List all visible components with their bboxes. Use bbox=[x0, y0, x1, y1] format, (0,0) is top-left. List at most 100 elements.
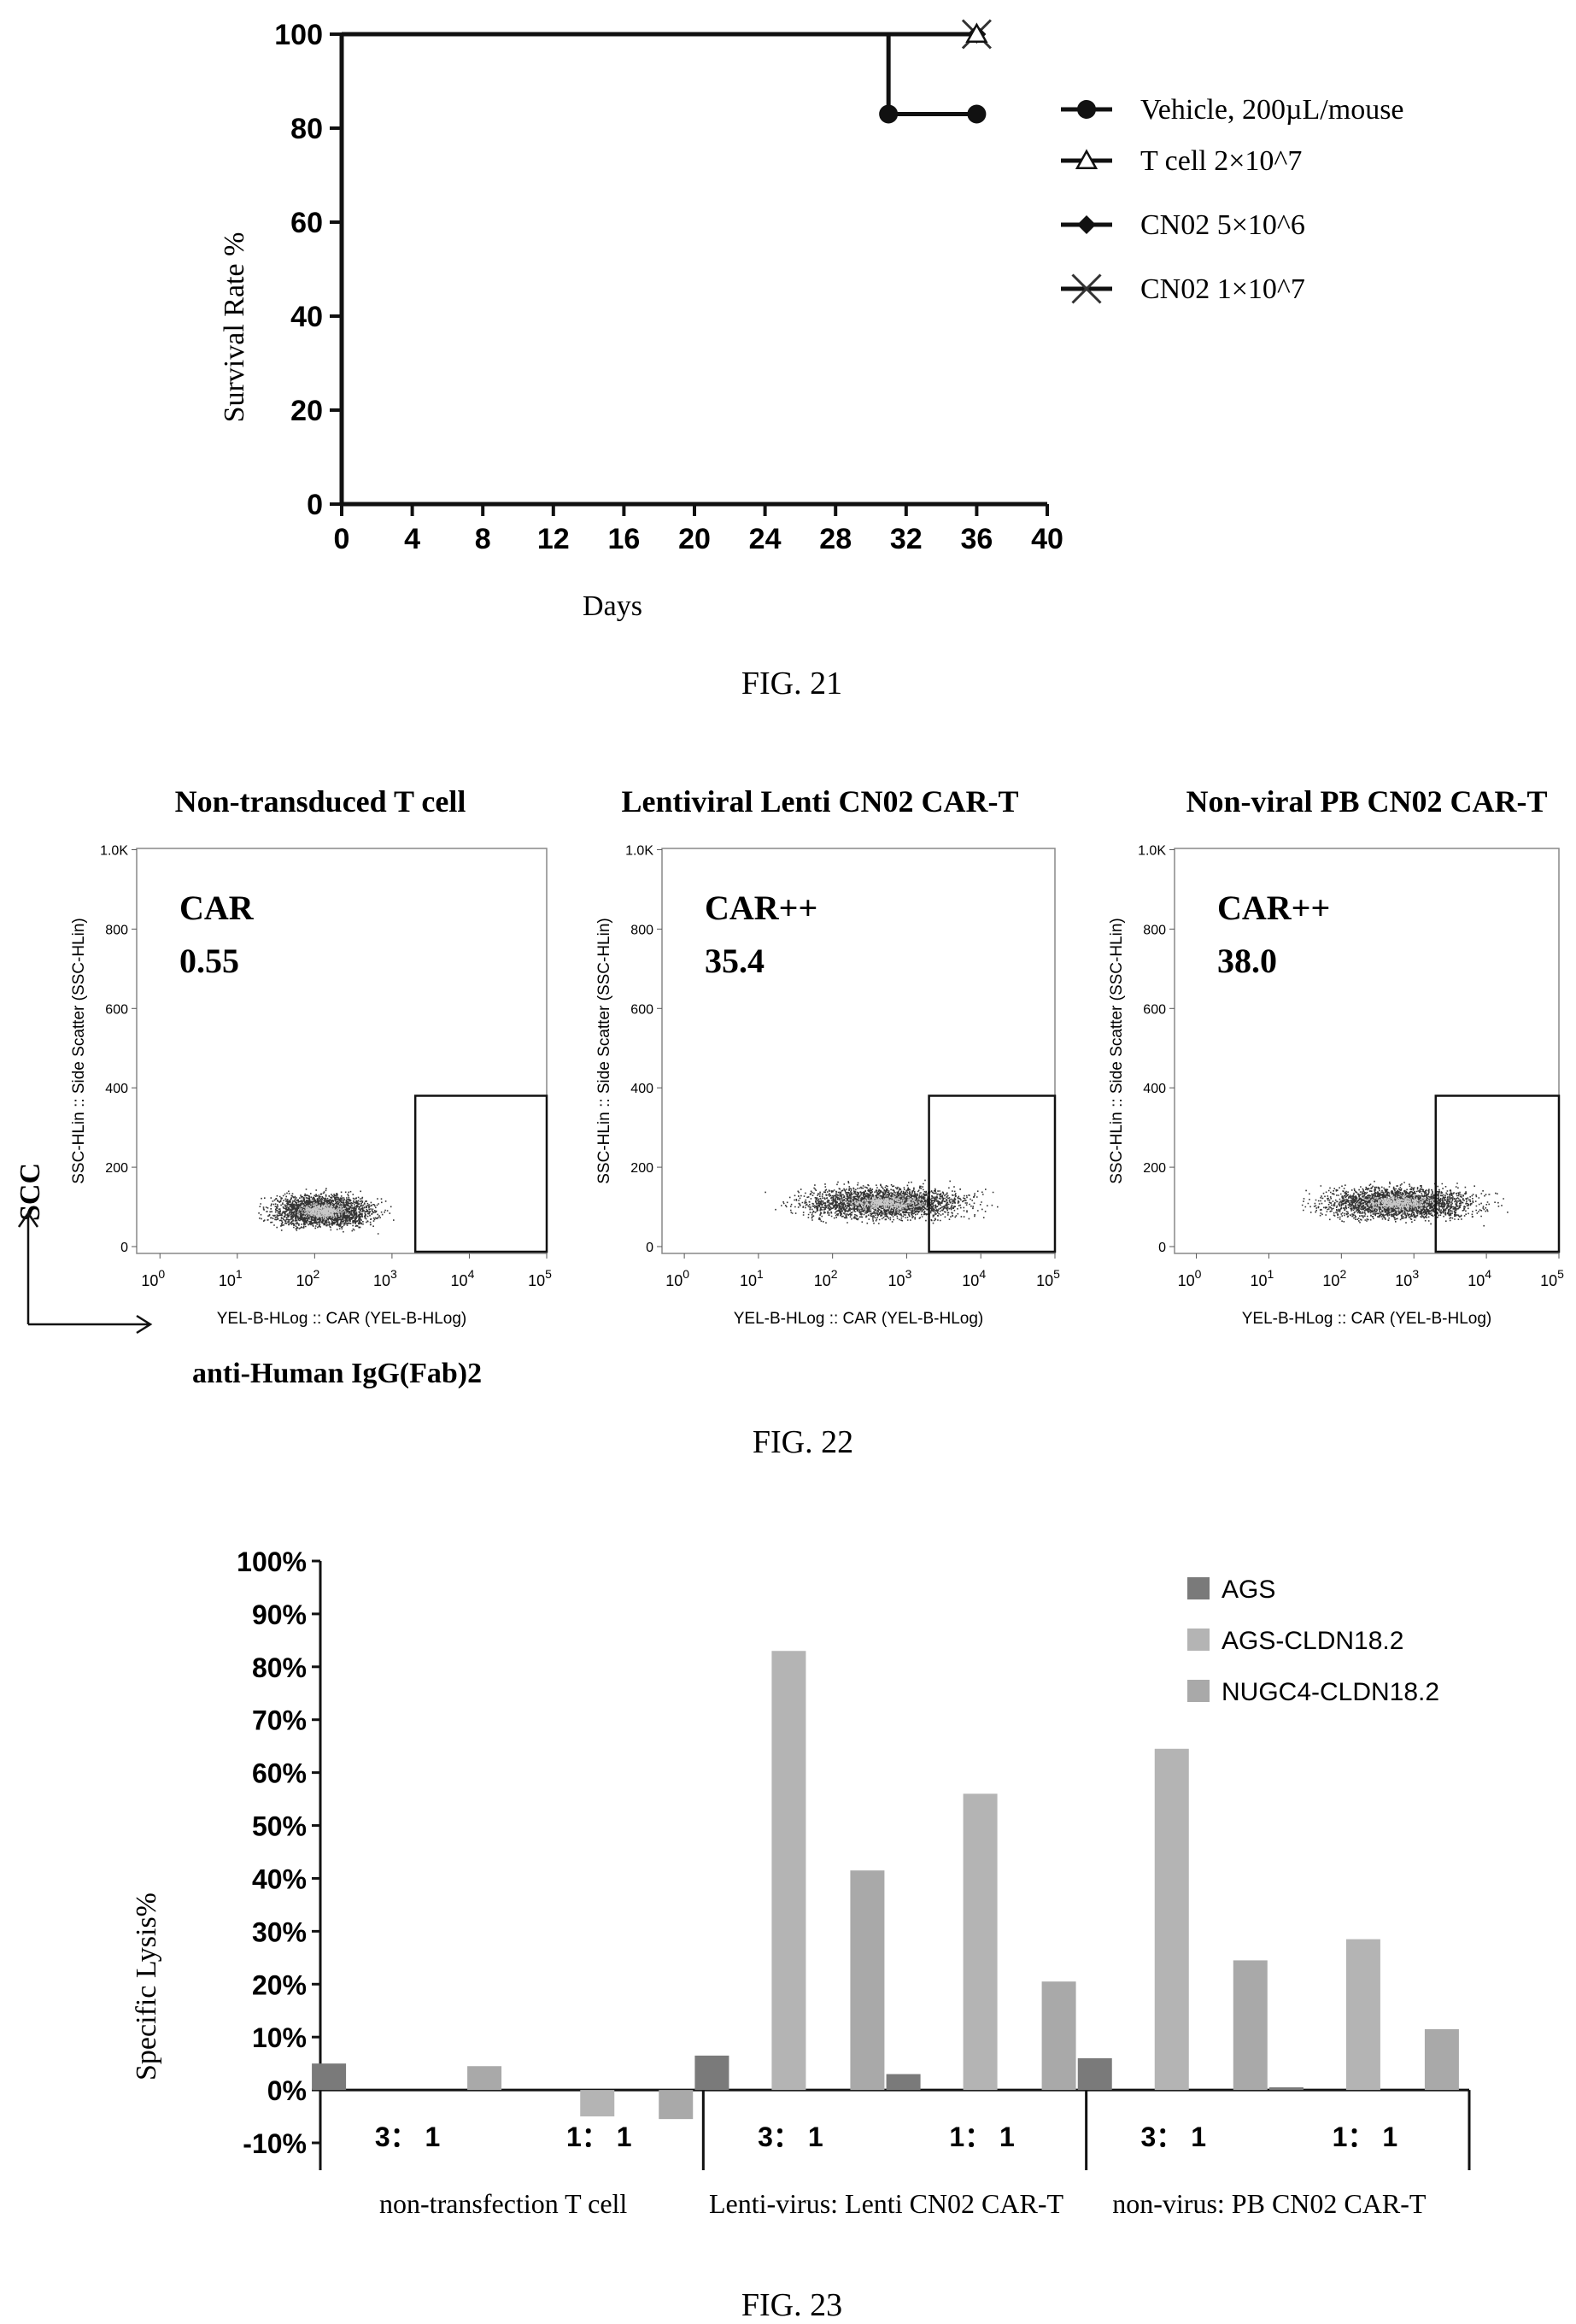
category-label: 3： 1 bbox=[375, 2122, 441, 2152]
x-tick-label: 20 bbox=[678, 523, 711, 555]
bar bbox=[1154, 1748, 1189, 2091]
x-tick-label: 100 bbox=[1178, 1267, 1202, 1289]
gate-label: CAR++ bbox=[1217, 889, 1330, 927]
gate-value: 35.4 bbox=[705, 942, 765, 980]
bar bbox=[1233, 1960, 1268, 2091]
y-tick-label: 100% bbox=[237, 1546, 307, 1577]
x-tick-label: 103 bbox=[373, 1267, 397, 1289]
legend-entry: AGS bbox=[1222, 1576, 1275, 1604]
y-tick-label: 20% bbox=[252, 1969, 307, 2000]
x-tick-label: 12 bbox=[537, 523, 570, 555]
x-tick-label: 102 bbox=[1322, 1267, 1346, 1289]
x-tick-label: 101 bbox=[219, 1267, 243, 1289]
survival-y-axis-label: Survival Rate % bbox=[219, 232, 250, 423]
gate-value: 38.0 bbox=[1217, 942, 1277, 980]
y-tick-label: 30% bbox=[252, 1916, 307, 1947]
legend-swatch bbox=[1187, 1680, 1210, 1702]
lysis-y-ticks: 100% 90% 80% 70% 60% 50% 40% 30% 20% 10% 0% -10% bbox=[237, 1546, 320, 2159]
x-tick-label: 105 bbox=[1036, 1267, 1060, 1289]
x-tick-label: 105 bbox=[1540, 1267, 1564, 1289]
survival-series-points bbox=[879, 19, 992, 124]
flow-panel: Lentiviral Lenti CN02 CAR-T 0 200 400 600 800… bbox=[595, 784, 1060, 1328]
survival-legend: Vehicle, 200µL/mouse T cell 2×10^7 CN02 5×… bbox=[1061, 94, 1404, 305]
x-tick-label: 103 bbox=[888, 1267, 912, 1289]
y-tick-label: 1.0K bbox=[625, 843, 653, 858]
category-label: 3： 1 bbox=[1141, 2122, 1207, 2152]
y-tick-label: 100 bbox=[274, 19, 323, 51]
x-tick-label: 100 bbox=[665, 1267, 689, 1289]
lysis-category-labels: 3： 1 1： 1 3： 1 1： 1 3： 1 1： 1 bbox=[375, 2122, 1397, 2152]
lysis-group-labels: non-transfection T cell Lenti-virus: Lent… bbox=[379, 2188, 1427, 2219]
x-tick-label: 100 bbox=[141, 1267, 165, 1289]
x-tick-label: 101 bbox=[1251, 1267, 1274, 1289]
panel-frame bbox=[1174, 848, 1560, 1254]
x-tick-label: 105 bbox=[528, 1267, 552, 1289]
bar bbox=[1424, 2028, 1459, 2091]
y-tick-label: 20 bbox=[290, 395, 323, 427]
car-gate bbox=[928, 1095, 1057, 1253]
legend-swatch bbox=[1187, 1577, 1210, 1599]
bar bbox=[1041, 1981, 1076, 2091]
bar bbox=[850, 1870, 885, 2091]
legend-entry: CN02 5×10^6 bbox=[1140, 209, 1305, 241]
y-tick-label: 600 bbox=[105, 1002, 128, 1017]
lysis-bar-chart: 100% 90% 80% 70% 60% 50% 40% 30% 20% 10% 0% -10% 3：… bbox=[131, 1546, 1471, 2323]
flow-cytometry-panels: Non-transduced T cell 0 200 400 600 800 1.0K 10… bbox=[15, 784, 1564, 1460]
x-tick-label: 102 bbox=[296, 1267, 319, 1289]
category-label: 1： 1 bbox=[1333, 2122, 1398, 2152]
x-tick-label: 101 bbox=[740, 1267, 764, 1289]
category-label: 1： 1 bbox=[566, 2122, 632, 2152]
x-tick-label: 0 bbox=[334, 523, 350, 555]
x-tick-label: 28 bbox=[819, 523, 852, 555]
x-tick-label: 24 bbox=[749, 523, 782, 555]
x-tick-label: 8 bbox=[475, 523, 491, 555]
panel-title: Non-viral PB CN02 CAR-T bbox=[1186, 784, 1548, 819]
y-tick-label: -10% bbox=[243, 2128, 307, 2159]
y-tick-label: 0 bbox=[120, 1241, 128, 1255]
survival-chart: 0 4 8 12 16 20 24 28 32 36 40 0 20 40 60 80 100 Days Su… bbox=[219, 19, 1404, 701]
bar bbox=[580, 2090, 615, 2117]
y-tick-label: 90% bbox=[252, 1599, 307, 1630]
y-axis-label: SSC-HLin :: Side Scatter (SSC-HLin) bbox=[1108, 918, 1126, 1184]
lysis-bars bbox=[312, 1651, 1459, 2120]
y-axis-label: SSC-HLin :: Side Scatter (SSC-HLin) bbox=[70, 918, 88, 1184]
category-label: 3： 1 bbox=[758, 2122, 823, 2152]
x-tick-label: 16 bbox=[607, 523, 640, 555]
y-tick-label: 0% bbox=[267, 2075, 307, 2106]
legend-entry: CN02 1×10^7 bbox=[1140, 273, 1305, 305]
y-tick-label: 60% bbox=[252, 1758, 307, 1789]
fig23-caption: FIG. 23 bbox=[741, 2287, 842, 2323]
bar bbox=[312, 2063, 347, 2091]
panel-frame bbox=[661, 848, 1056, 1254]
y-tick-label: 40% bbox=[252, 1863, 307, 1894]
y-tick-label: 70% bbox=[252, 1705, 307, 1736]
legend-entry: AGS-CLDN18.2 bbox=[1222, 1627, 1403, 1655]
survival-axes bbox=[339, 32, 1047, 507]
bar bbox=[963, 1793, 998, 2091]
gate-value: 0.55 bbox=[179, 942, 239, 980]
x-tick-label: 36 bbox=[960, 523, 993, 555]
group-label: non-transfection T cell bbox=[379, 2188, 627, 2219]
series-line bbox=[342, 32, 977, 116]
lysis-legend: AGS AGS-CLDN18.2 NUGC4-CLDN18.2 bbox=[1187, 1576, 1439, 1706]
panel-title: Non-transduced T cell bbox=[175, 784, 466, 819]
y-tick-label: 60 bbox=[290, 207, 323, 239]
x-tick-label: 102 bbox=[814, 1267, 838, 1289]
x-tick-label: 103 bbox=[1395, 1267, 1419, 1289]
y-tick-label: 200 bbox=[630, 1161, 653, 1176]
y-tick-label: 50% bbox=[252, 1811, 307, 1842]
survival-x-ticks: 0 4 8 12 16 20 24 28 32 36 40 bbox=[334, 504, 1063, 555]
survival-x-axis-label: Days bbox=[583, 590, 642, 622]
y-tick-label: 10% bbox=[252, 2022, 307, 2053]
y-tick-label: 200 bbox=[105, 1161, 128, 1176]
group-label: Lenti-virus: Lenti CN02 CAR-T bbox=[709, 2188, 1064, 2219]
bar bbox=[771, 1651, 806, 2091]
bar bbox=[694, 2055, 729, 2091]
panel-frame bbox=[136, 848, 548, 1254]
y-tick-label: 40 bbox=[290, 301, 323, 333]
survival-series-lines bbox=[342, 32, 977, 116]
flow-panel: Non-viral PB CN02 CAR-T 0 200 400 600 800 1.0K… bbox=[1108, 784, 1564, 1328]
bar bbox=[467, 2066, 502, 2091]
x-tick-label: 40 bbox=[1031, 523, 1063, 555]
